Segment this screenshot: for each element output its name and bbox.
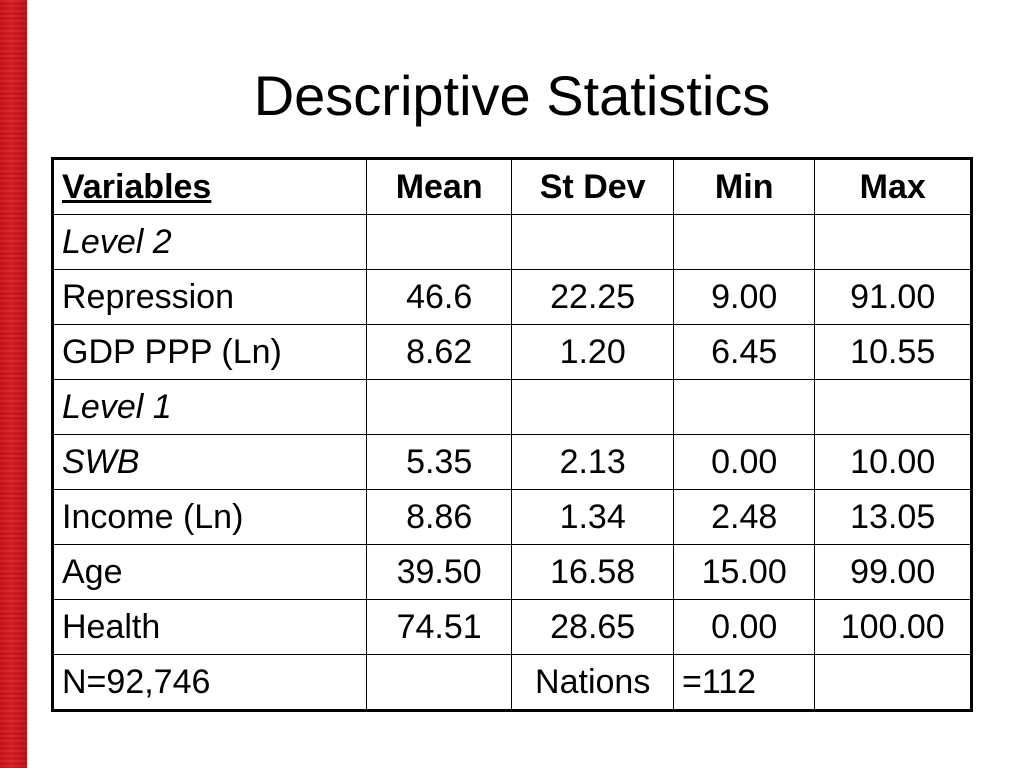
table-row-health: Health 74.51 28.65 0.00 100.00 [52,599,972,655]
table-row-repression: Repression 46.6 22.25 9.00 91.00 [52,269,972,325]
cell-min: 6.45 [672,324,816,380]
header-stdev: St Dev [511,158,674,215]
cell-stdev: 1.20 [511,324,674,380]
empty-cell [672,214,816,270]
cell-max: 10.00 [814,434,972,490]
cell-min: 9.00 [672,269,816,325]
nations-label: Nations [511,654,674,711]
empty-cell [365,654,513,711]
red-side-bar [0,0,27,768]
empty-cell [814,214,972,270]
table-row-gdp: GDP PPP (Ln) 8.62 1.20 6.45 10.55 [52,324,972,380]
header-variables: Variables [52,158,367,215]
empty-cell [365,214,513,270]
cell-stdev: 1.34 [511,489,674,545]
cell-stdev: 2.13 [511,434,674,490]
cell-max: 10.55 [814,324,972,380]
empty-cell [511,214,674,270]
sample-size: N=92,746 [52,654,367,711]
nations-value: =112 [672,654,816,711]
cell-min: 0.00 [672,434,816,490]
row-label: Age [52,544,367,600]
table-row-income: Income (Ln) 8.86 1.34 2.48 13.05 [52,489,972,545]
header-mean: Mean [365,158,513,215]
section-label-level-1: Level 1 [52,379,367,435]
empty-cell [814,379,972,435]
header-min: Min [672,158,816,215]
table-row-swb: SWB 5.35 2.13 0.00 10.00 [52,434,972,490]
descriptive-statistics-table: Variables Mean St Dev Min Max Level 2 Re… [51,157,973,712]
cell-mean: 5.35 [365,434,513,490]
cell-min: 15.00 [672,544,816,600]
cell-mean: 39.50 [365,544,513,600]
cell-mean: 8.86 [365,489,513,545]
table-row-level-2: Level 2 [52,214,972,270]
cell-max: 13.05 [814,489,972,545]
cell-max: 99.00 [814,544,972,600]
table-header-row: Variables Mean St Dev Min Max [52,158,972,215]
row-label: GDP PPP (Ln) [52,324,367,380]
table-row-level-1: Level 1 [52,379,972,435]
cell-stdev: 16.58 [511,544,674,600]
cell-stdev: 22.25 [511,269,674,325]
cell-mean: 8.62 [365,324,513,380]
cell-max: 100.00 [814,599,972,655]
row-label: Income (Ln) [52,489,367,545]
table-footer-row: N=92,746 Nations =112 [52,654,972,711]
cell-min: 0.00 [672,599,816,655]
table-row-age: Age 39.50 16.58 15.00 99.00 [52,544,972,600]
cell-min: 2.48 [672,489,816,545]
cell-max: 91.00 [814,269,972,325]
header-max: Max [814,158,972,215]
empty-cell [365,379,513,435]
row-label: Repression [52,269,367,325]
cell-mean: 46.6 [365,269,513,325]
section-label-level-2: Level 2 [52,214,367,270]
cell-stdev: 28.65 [511,599,674,655]
cell-mean: 74.51 [365,599,513,655]
row-label: Health [52,599,367,655]
empty-cell [672,379,816,435]
empty-cell [814,654,972,711]
row-label: SWB [52,434,367,490]
slide-title: Descriptive Statistics [253,64,771,127]
empty-cell [511,379,674,435]
